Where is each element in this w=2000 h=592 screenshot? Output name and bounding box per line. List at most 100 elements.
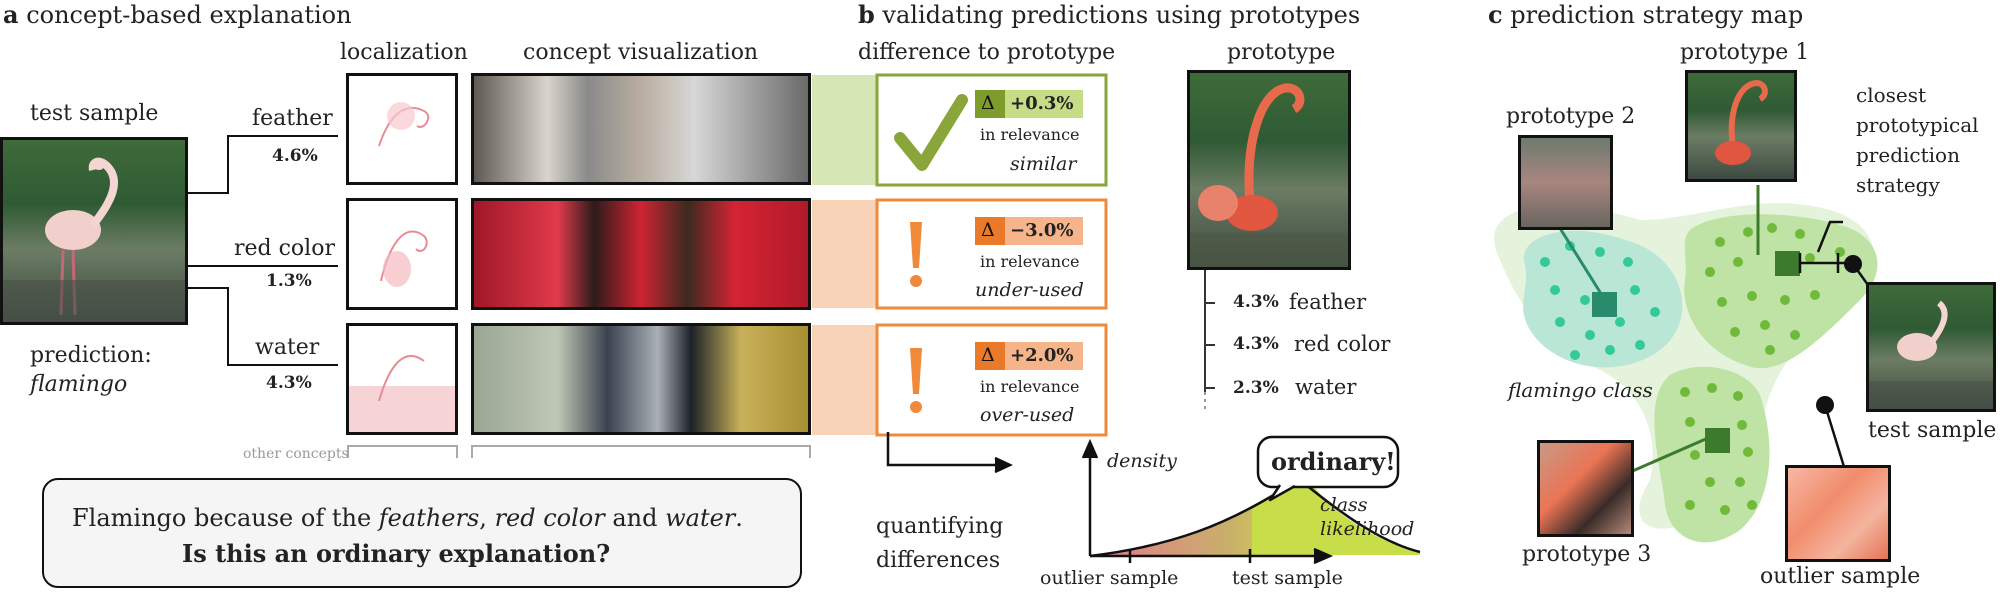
prototype-image [1187, 70, 1351, 270]
panel-c-letter: c [1488, 0, 1503, 29]
other-concepts-brackets [347, 445, 811, 458]
panel-b-title: b validating predictions using prototype… [858, 0, 1361, 29]
quantifying-line2: differences [876, 548, 1001, 573]
test-sample-image [0, 137, 188, 325]
panel-c-title-text: prediction strategy map [1510, 1, 1804, 29]
concept-water-value: 4.3% [266, 373, 312, 393]
localization-red-color [346, 198, 458, 310]
prototype-1-square [1775, 251, 1800, 276]
concept-vis-feather [471, 73, 811, 185]
density-right-area [1252, 484, 1420, 555]
class-likelihood-line1: class [1320, 494, 1368, 516]
explanation-water: water [665, 504, 736, 532]
explanation-prefix: Flamingo because of the [72, 504, 379, 532]
concept-red-name: red color [234, 236, 335, 261]
ordinary-callout [1256, 435, 1400, 489]
localization-feather [346, 73, 458, 185]
panel-c-title: c prediction strategy map [1488, 0, 1804, 29]
density-label: density [1107, 450, 1177, 472]
density-test-label: test sample [1232, 567, 1343, 589]
prediction-label: prediction: [30, 343, 152, 368]
prototype-1-label: prototype 1 [1680, 40, 1810, 65]
concept-vis-red-color [471, 198, 811, 310]
concept-vis-water [471, 323, 811, 435]
panel-b-title-text: validating predictions using prototypes [882, 1, 1361, 29]
prototype-2-image [1518, 135, 1613, 230]
quantify-arrow [886, 432, 1013, 474]
explanation-question: Is this an ordinary explanation? [182, 539, 611, 568]
test-sample-label: test sample [30, 101, 159, 126]
delta-symbol-3: Δ [981, 344, 995, 366]
explanation-sep: , [479, 504, 495, 532]
verdict-under-used: under-used [975, 279, 1084, 301]
other-concepts-label: other concepts [243, 446, 349, 462]
flamingo-picture [3, 157, 185, 322]
verdict-similar: similar [1010, 153, 1077, 175]
prototype-2-square [1592, 292, 1617, 317]
prototype-2-label: prototype 2 [1506, 104, 1636, 129]
concept-red-value: 1.3% [266, 271, 312, 291]
concept-feather-value: 4.6% [272, 146, 318, 166]
delta-value-2: −3.0% [1010, 220, 1074, 241]
proto-red-value: 4.3% [1233, 334, 1279, 354]
panel-c-test-sample-image [1866, 282, 1996, 412]
density-axes [1081, 438, 1334, 565]
concept-feather-name: feather [252, 106, 333, 131]
prototype-3-label: prototype 3 [1522, 542, 1652, 567]
relevance-label-3: in relevance [980, 377, 1080, 396]
class-likelihood-line2: likelihood [1320, 518, 1415, 540]
exclamation-icons [910, 222, 922, 413]
localization-water [346, 323, 458, 435]
cluster-1-blob [1684, 214, 1878, 369]
delta-symbol-1: Δ [981, 92, 995, 114]
band-over [812, 325, 877, 435]
col-concept-visualization: concept visualization [523, 40, 759, 65]
col-prototype: prototype [1227, 40, 1336, 65]
band-under [812, 200, 877, 308]
proto-water-name: water [1295, 375, 1357, 399]
closest-line-1: closest [1856, 83, 1927, 107]
explanation-line1: Flamingo because of the feathers, red co… [72, 506, 743, 530]
explanation-feathers: feathers [378, 504, 480, 532]
proto-feather-name: feather [1289, 290, 1367, 314]
explanation-red: red color [494, 504, 605, 532]
col-difference: difference to prototype [858, 40, 1116, 65]
connector-water [188, 287, 338, 366]
panel-a-title-text: concept-based explanation [26, 1, 352, 29]
explanation-and: and [604, 504, 666, 532]
flamingo-class-label: flamingo class [1508, 378, 1653, 402]
panel-c-test-sample-label: test sample [1868, 418, 1997, 443]
proto-red-name: red color [1294, 332, 1391, 356]
closest-line-4: strategy [1856, 173, 1940, 197]
ordinary-label: ordinary! [1271, 447, 1396, 476]
relevance-label-1: in relevance [980, 125, 1080, 144]
proto-water-value: 2.3% [1233, 378, 1279, 398]
closest-line-3: prediction [1856, 143, 1960, 167]
checkmark-icon [894, 94, 968, 171]
delta-value-3: +2.0% [1010, 345, 1074, 366]
proto-feather-value: 4.3% [1233, 292, 1279, 312]
concept-water-name: water [255, 335, 320, 360]
prototype-3-square [1705, 428, 1730, 453]
verdict-over-used: over-used [980, 404, 1075, 426]
panel-a-letter: a [3, 0, 19, 29]
cluster-3-blob [1654, 366, 1770, 543]
prototype-3-image [1537, 440, 1634, 537]
proto2-line [1556, 224, 1607, 301]
delta-value-1: +0.3% [1010, 93, 1074, 114]
col-localization: localization [340, 40, 468, 65]
delta-symbol-2: Δ [981, 219, 995, 241]
delta-badges [975, 90, 1083, 370]
quantifying-line1: quantifying [876, 514, 1004, 539]
explanation-box: Flamingo because of the feathers, red co… [42, 478, 802, 588]
strategy-map [1494, 185, 1878, 543]
band-similar [812, 75, 877, 185]
relevance-label-2: in relevance [980, 252, 1080, 271]
prediction-value: flamingo [30, 372, 128, 397]
panel-a-title: a concept-based explanation [3, 0, 352, 29]
green-dots [1680, 223, 1845, 515]
panel-b-letter: b [858, 0, 875, 29]
concept-connectors [188, 135, 338, 366]
connector-feather [188, 135, 338, 194]
